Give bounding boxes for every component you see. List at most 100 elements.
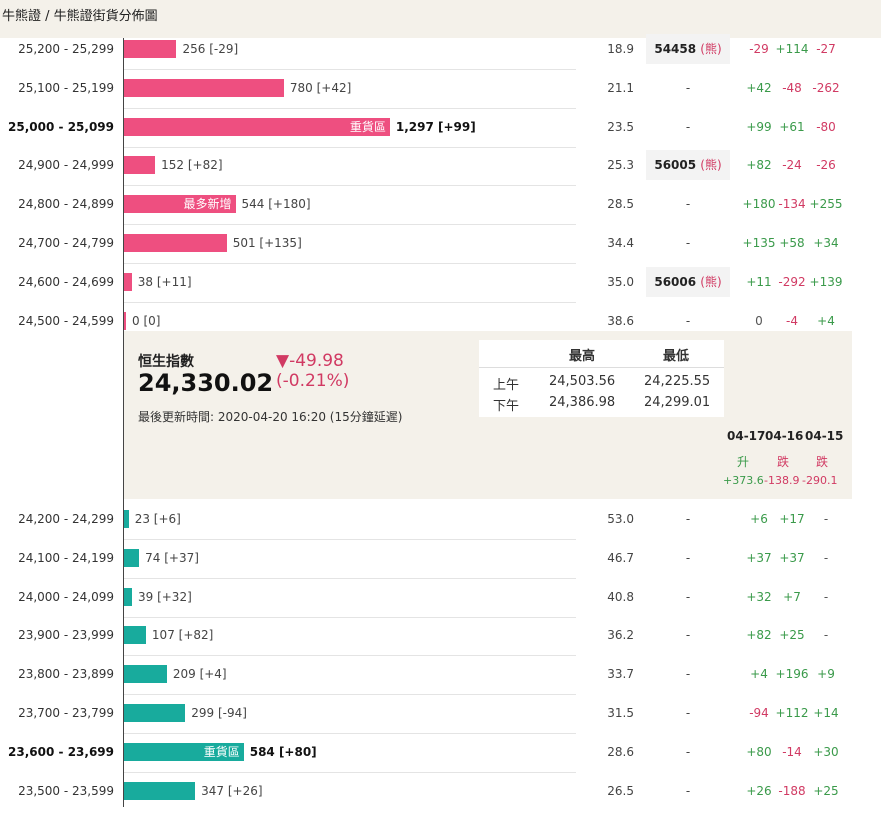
table-row[interactable]: 23,800 - 23,899 209 [+4] 33.7 - +4 +196 +9 [0,663,881,701]
volume-bar: 107 [+82] [124,626,213,645]
volume-count: 299 [-94] [191,706,247,720]
volume-count: 209 [+4] [172,667,227,682]
change-day-2: +58 [779,236,805,250]
volume-bar: 重貨區 584 [+80] [124,742,317,761]
table-row[interactable]: 25,000 - 25,099 重貨區 1,297 [+99] 23.5 - +99 +61… [0,116,881,154]
row-divider [124,301,576,303]
high-low-divider [479,367,724,368]
percent-distance: 25.3 [607,158,634,173]
change-day-3: +14 [813,706,839,720]
strike-range: 24,600 - 24,699 [18,274,114,289]
strike-range: 24,900 - 24,999 [18,158,114,173]
top-warrant-link[interactable]: 54458 (熊) [646,34,730,64]
strike-range: 25,000 - 25,099 [8,119,114,134]
table-row[interactable]: 24,200 - 24,299 23 [+6] 53.0 - +6 +17 - [0,508,881,546]
direction-1: 升 [737,455,750,469]
change-day-2: +114 [775,42,809,56]
change-day-3: -26 [816,158,836,173]
table-row[interactable]: 24,500 - 24,599 0 [0] 38.6 - 0 -4 +4 [0,310,881,348]
change-day-3: - [823,628,829,643]
table-row[interactable]: 23,700 - 23,799 299 [-94] 31.5 - -94 +112 +14 [0,702,881,740]
change-day-1: +80 [746,744,772,759]
bear-label: (熊) [700,158,722,173]
row-divider [124,771,576,773]
table-row[interactable]: 24,700 - 24,799 501 [+135] 34.4 - +135 +58 +34 [0,232,881,270]
chart-axis [123,38,124,807]
table-row[interactable]: 23,600 - 23,699 重貨區 584 [+80] 28.6 - +80 -14 +3… [0,741,881,779]
change-day-1: +180 [742,197,776,212]
change-day-2: +37 [779,550,805,565]
table-row[interactable]: 25,100 - 25,199 780 [+42] 21.1 - +42 -48 -262 [0,77,881,115]
strike-range: 24,500 - 24,599 [18,313,114,328]
change-day-3: -80 [816,119,836,134]
am-low: 24,225.55 [644,374,711,389]
volume-count: 347 [+26] [201,783,263,798]
table-row[interactable]: 24,800 - 24,899 最多新增 544 [+180] 28.5 - +180 -1… [0,193,881,231]
row-divider [124,69,576,70]
percent-distance: 40.8 [607,589,634,604]
table-row[interactable]: 23,500 - 23,599 347 [+26] 26.5 - +26 -188 +25 [0,780,881,818]
change-day-1: 0 [755,313,763,328]
warrant-code: - [685,80,691,95]
pm-high: 24,386.98 [549,395,616,410]
bar-tag: 重貨區 [349,119,386,134]
warrant-code: 56005 [654,158,701,173]
percent-distance: 23.5 [607,119,634,134]
high-header: 最高 [569,349,596,364]
row-divider [124,263,576,264]
volume-bar: 780 [+42] [124,78,351,97]
percent-distance: 18.9 [607,42,634,56]
warrant-code: - [685,119,691,134]
pm-label: 下午 [493,399,520,414]
change-day-2: -134 [778,197,806,212]
volume-count: 38 [+11] [137,274,192,289]
table-row[interactable]: 24,100 - 24,199 74 [+37] 46.7 - +37 +37 - [0,547,881,585]
volume-bar: 0 [0] [124,311,160,330]
row-divider [124,577,576,579]
strike-range: 23,900 - 23,999 [18,628,114,643]
date-3: 04-15 [805,429,844,443]
warrant-code: - [685,783,691,798]
table-row[interactable]: 23,900 - 23,999 107 [+82] 36.2 - +82 +25 - [0,624,881,662]
table-row[interactable]: 25,200 - 25,299 256 [-29] 18.9 54458 (熊) -29… [0,34,881,76]
volume-count: 23 [+6] [134,512,181,526]
volume-count: 1,297 [+99] [395,119,476,134]
change-day-2: +17 [779,512,805,526]
change-day-2: +196 [775,667,809,682]
am-label: 上午 [493,378,520,393]
bar-tag: 最多新增 [183,197,232,212]
strike-range: 24,700 - 24,799 [18,236,114,250]
pm-low: 24,299.01 [644,395,711,410]
warrant-code: - [685,589,691,604]
strike-range: 24,200 - 24,299 [18,512,114,526]
volume-bar: 38 [+11] [124,272,192,291]
warrant-code: 56006 [654,274,701,289]
table-row[interactable]: 24,900 - 24,999 152 [+82] 25.3 56005 (熊) +82… [0,150,881,192]
volume-count: 152 [+82] [161,158,223,173]
bear-label: (熊) [700,42,722,56]
row-divider [124,539,576,540]
table-row[interactable]: 24,600 - 24,699 38 [+11] 35.0 56006 (熊) +11-… [0,266,881,309]
percent-distance: 28.6 [607,744,634,759]
change-day-3: +255 [809,197,843,212]
table-row[interactable]: 24,000 - 24,099 39 [+32] 40.8 - +32 +7 - [0,586,881,624]
change-day-2: -14 [782,744,802,759]
warrant-code: - [685,628,691,643]
strike-range: 24,100 - 24,199 [18,550,114,565]
percent-distance: 38.6 [607,313,634,328]
percent-distance: 53.0 [607,512,634,526]
change-day-1: +99 [746,119,772,134]
top-warrant-link[interactable]: 56005 (熊) [646,150,730,181]
breadcrumb: 牛熊證 / 牛熊證街貨分佈圖 [0,0,881,38]
strike-range: 25,200 - 25,299 [18,42,114,56]
change-day-3: +34 [813,236,839,250]
volume-count: 780 [+42] [289,80,352,95]
volume-count: 501 [+135] [232,236,302,250]
change-day-3: +139 [809,274,843,289]
strike-range: 23,500 - 23,599 [18,783,114,798]
direction-3: 跌 [816,455,829,469]
volume-bar: 256 [-29] [124,40,238,58]
volume-count: 256 [-29] [182,42,239,56]
top-warrant-link[interactable]: 56006 (熊) [646,266,730,297]
row-divider [124,107,576,109]
